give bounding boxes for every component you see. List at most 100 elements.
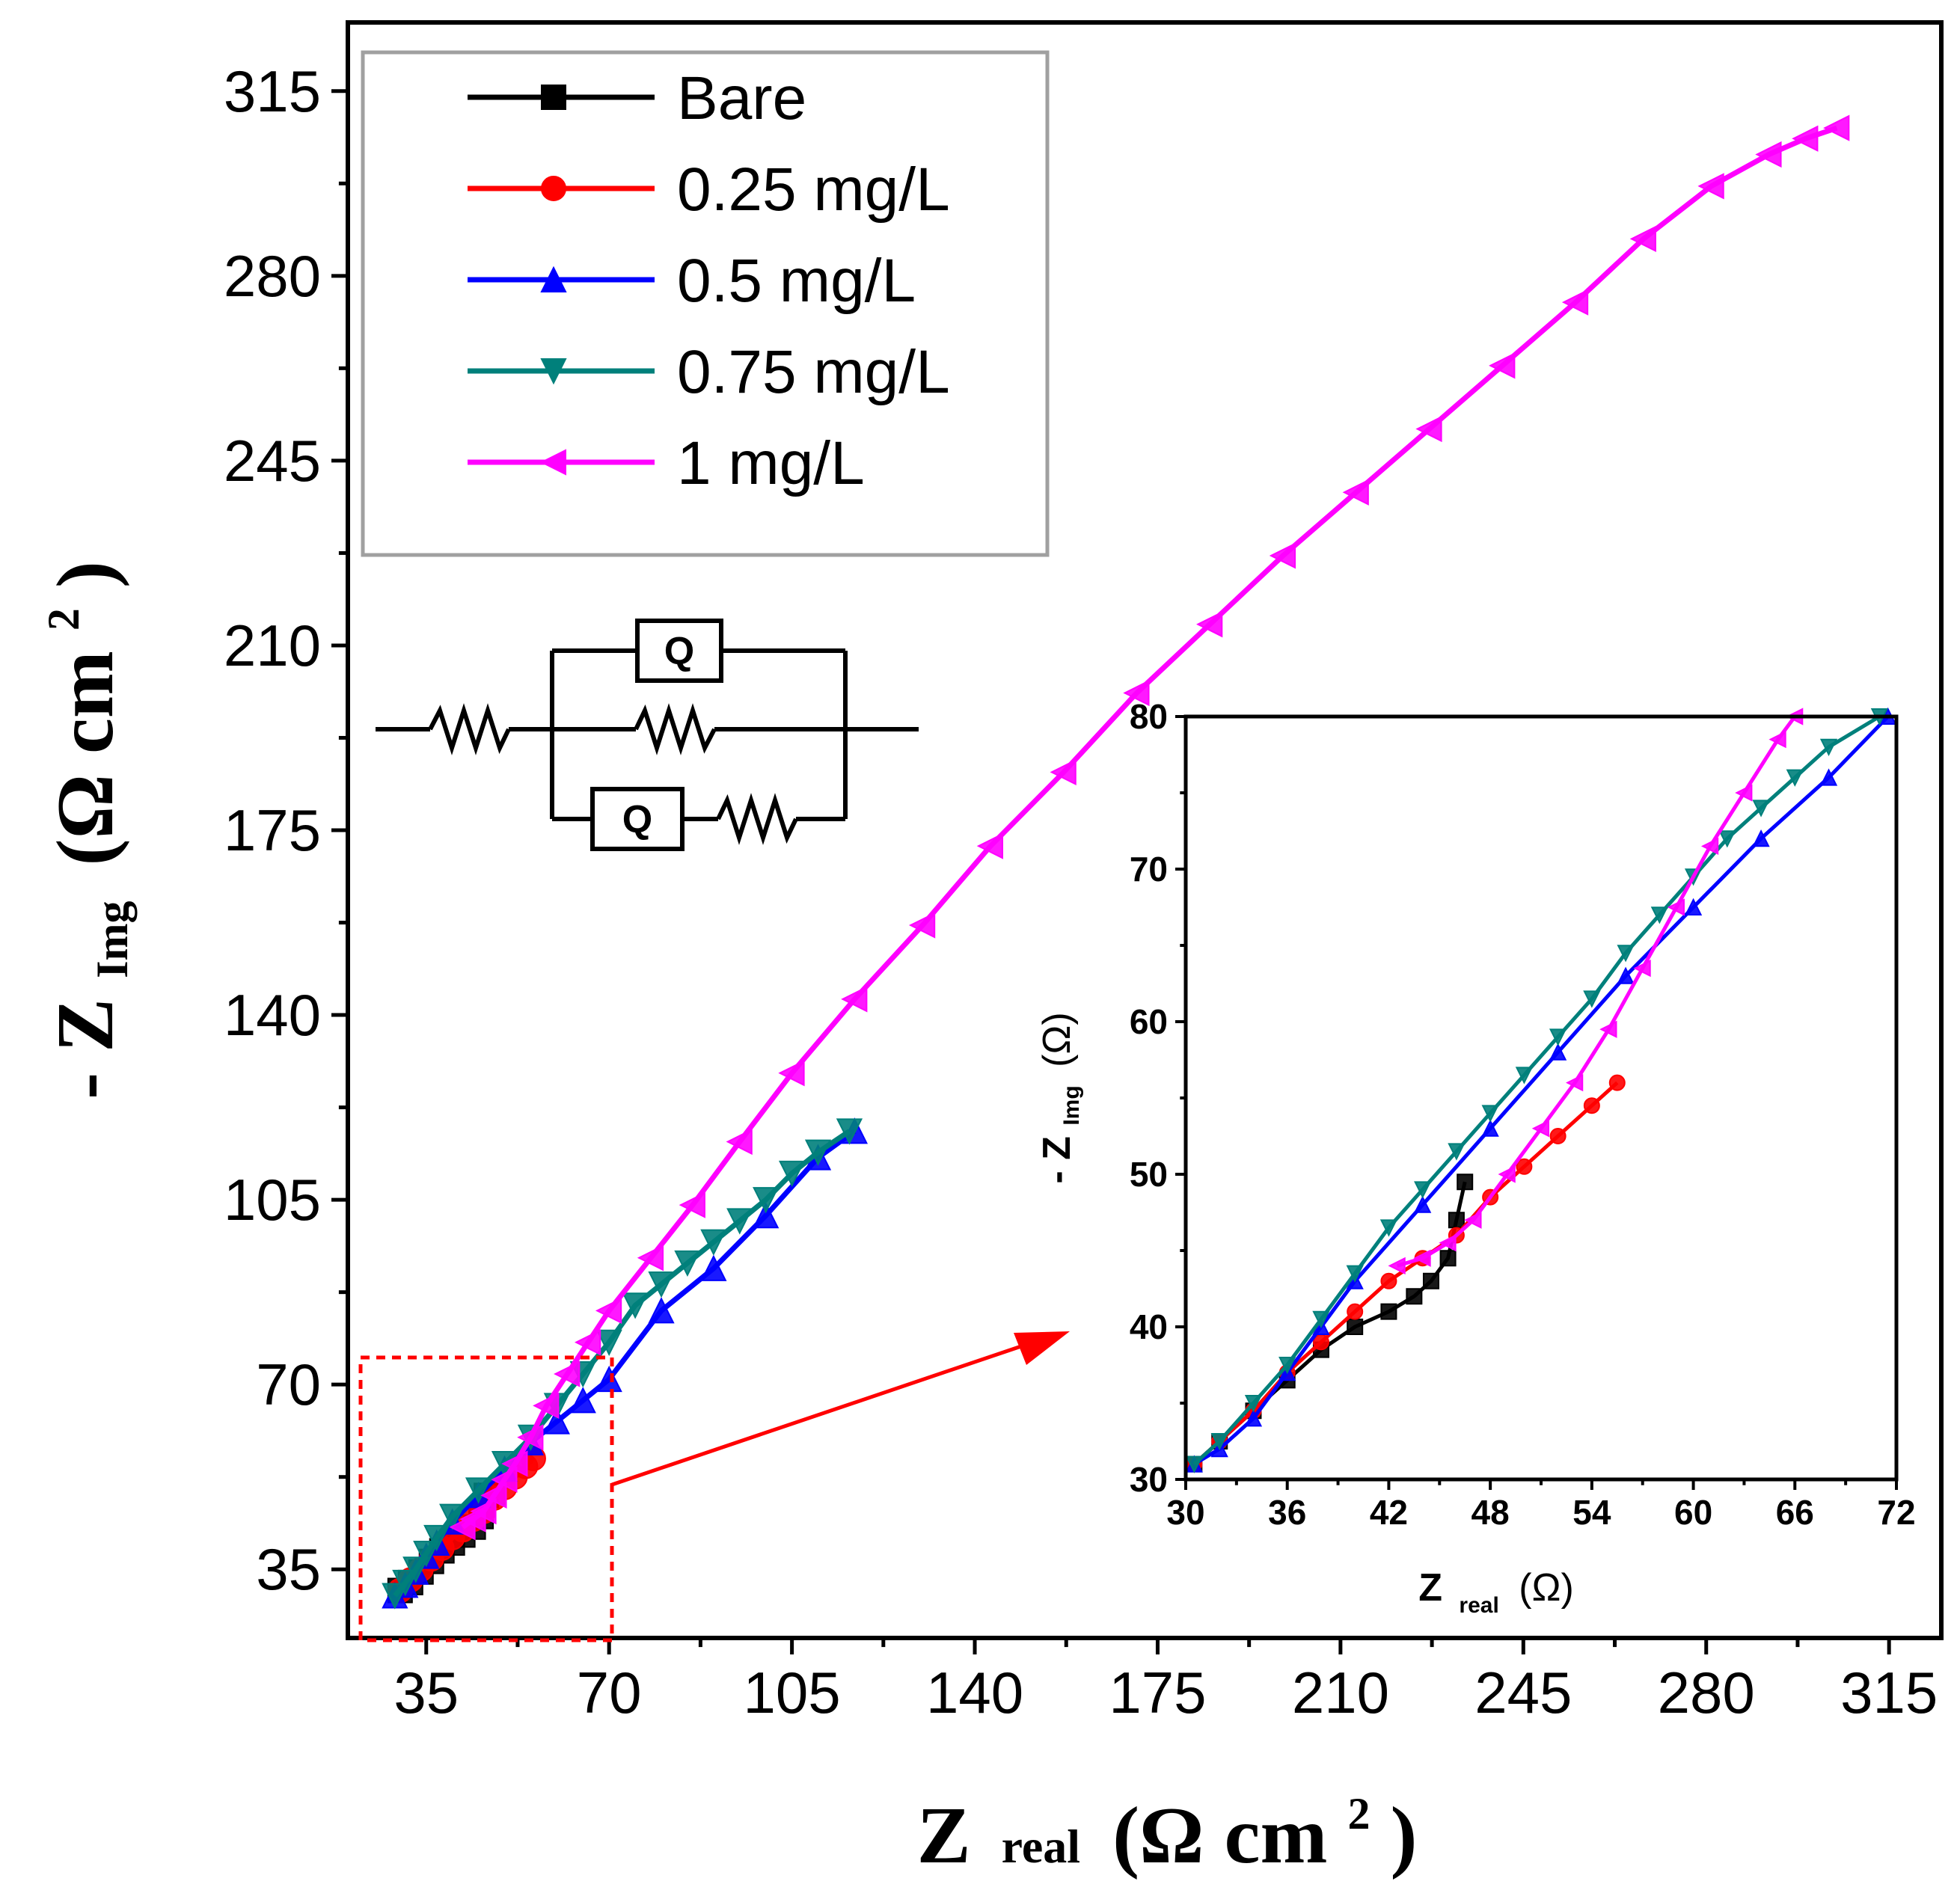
y-tick-label: 30 bbox=[1130, 1460, 1168, 1499]
data-point bbox=[1617, 966, 1635, 984]
data-point bbox=[726, 1208, 753, 1235]
data-point bbox=[1448, 1143, 1466, 1161]
data-point bbox=[1123, 679, 1150, 707]
data-point bbox=[1516, 1158, 1533, 1175]
legend-label: 1 mg/L bbox=[677, 429, 865, 497]
data-point bbox=[1489, 352, 1516, 379]
data-point bbox=[841, 986, 868, 1013]
main-y-title-prefix: - Z bbox=[41, 998, 130, 1099]
data-point bbox=[1629, 225, 1656, 253]
data-point bbox=[501, 1450, 528, 1477]
y-tick-label: 210 bbox=[224, 613, 321, 678]
circuit-resistor-series bbox=[428, 703, 511, 755]
inset-plot: 30 36 42 48 54 60 66 72 30 40 50 60 70 80 - Z Img (Ω)… bbox=[1035, 697, 1916, 1622]
data-point bbox=[679, 1191, 705, 1218]
data-point bbox=[1422, 1272, 1439, 1289]
data-point bbox=[1792, 125, 1819, 152]
main-x-title-unit: (Ω cm bbox=[1112, 1791, 1327, 1880]
y-tick-label: 60 bbox=[1130, 1002, 1168, 1041]
main-y-title: - Z Img (Ω cm 2 ) bbox=[7, 561, 145, 1099]
data-point bbox=[569, 1387, 596, 1414]
data-point bbox=[1566, 1073, 1584, 1092]
inset-y-title-sub: Img bbox=[1059, 1085, 1084, 1125]
x-tick-label: 36 bbox=[1268, 1493, 1306, 1532]
main-x-title-sup: 2 bbox=[1347, 1789, 1370, 1838]
y-tick-label: 105 bbox=[224, 1167, 321, 1233]
legend-marker bbox=[540, 176, 567, 201]
data-point bbox=[1347, 1303, 1364, 1320]
data-point bbox=[1312, 1334, 1329, 1351]
data-point bbox=[595, 1329, 622, 1356]
x-tick-label: 70 bbox=[577, 1660, 642, 1725]
data-point bbox=[575, 1329, 601, 1356]
data-point bbox=[392, 1569, 419, 1597]
legend-marker bbox=[540, 358, 567, 385]
data-point bbox=[1667, 898, 1685, 916]
data-point bbox=[1608, 1074, 1626, 1091]
legend-item-0-5-mg-l: 0.5 mg/L bbox=[468, 247, 916, 315]
data-point bbox=[1617, 945, 1635, 963]
x-tick-label: 54 bbox=[1572, 1493, 1611, 1532]
data-point bbox=[726, 1128, 753, 1156]
data-point bbox=[595, 1365, 622, 1393]
series-1-mg-l bbox=[449, 114, 1850, 1541]
data-point bbox=[1196, 611, 1223, 638]
inset-x-title: Z real (Ω) bbox=[1418, 1566, 1574, 1622]
legend-box bbox=[361, 50, 1050, 557]
data-point bbox=[1768, 730, 1786, 749]
data-point bbox=[778, 1160, 806, 1188]
data-point bbox=[1531, 1120, 1549, 1138]
x-tick-label: 315 bbox=[1840, 1660, 1938, 1725]
data-point bbox=[1244, 1395, 1263, 1413]
data-point bbox=[674, 1250, 701, 1277]
x-tick-label: 72 bbox=[1877, 1493, 1915, 1532]
data-point bbox=[1269, 542, 1296, 569]
data-point bbox=[648, 1297, 675, 1324]
x-tick-label: 66 bbox=[1776, 1493, 1814, 1532]
data-point bbox=[1786, 769, 1804, 787]
data-point bbox=[1823, 114, 1850, 141]
data-point bbox=[491, 1466, 518, 1493]
data-point bbox=[533, 1392, 560, 1420]
data-point bbox=[804, 1139, 832, 1166]
y-tick-label: 175 bbox=[224, 797, 321, 863]
data-point bbox=[1346, 1265, 1364, 1283]
data-point bbox=[470, 1497, 497, 1525]
data-point bbox=[517, 1424, 544, 1451]
x-tick-label: 210 bbox=[1292, 1660, 1389, 1725]
data-point bbox=[423, 1524, 450, 1552]
inset-y-title-unit: (Ω) bbox=[1035, 1012, 1079, 1067]
data-point bbox=[1278, 1357, 1296, 1375]
y-tick-label: 315 bbox=[224, 58, 321, 124]
x-tick-label: 42 bbox=[1370, 1493, 1408, 1532]
zoom-region-box bbox=[358, 1355, 614, 1642]
data-point bbox=[1752, 800, 1770, 817]
main-x-title-sub: real bbox=[1002, 1820, 1080, 1873]
data-point bbox=[1515, 1067, 1533, 1085]
inset-axes: 30 36 42 48 54 60 66 72 30 40 50 60 70 80 bbox=[1130, 697, 1916, 1532]
x-tick-label: 35 bbox=[393, 1660, 459, 1725]
main-x-title: Z real (Ω cm 2 ) bbox=[917, 1758, 1418, 1880]
data-point bbox=[1697, 173, 1724, 200]
data-point bbox=[1379, 1219, 1398, 1237]
legend: Bare 0.25 mg/L 0.5 mg/L 0.75 mg/L 1 mg/L bbox=[361, 50, 1050, 557]
legend-label: 0.5 mg/L bbox=[677, 247, 916, 315]
data-point bbox=[1633, 959, 1651, 978]
data-point bbox=[439, 1503, 466, 1530]
data-point bbox=[622, 1292, 649, 1319]
y-tick-label: 70 bbox=[256, 1352, 321, 1417]
data-point bbox=[543, 1408, 570, 1435]
main-y-title-close: ) bbox=[41, 561, 130, 588]
data-point bbox=[1312, 1310, 1330, 1329]
inset-x-title-sub: real bbox=[1459, 1593, 1498, 1618]
main-x-title-main: Z bbox=[917, 1791, 971, 1880]
data-point bbox=[480, 1482, 507, 1509]
data-point bbox=[1414, 1181, 1432, 1199]
data-point bbox=[595, 1297, 622, 1324]
y-tick-label: 80 bbox=[1130, 697, 1168, 736]
data-point bbox=[976, 832, 1003, 859]
data-point bbox=[1549, 1043, 1567, 1061]
x-tick-label: 140 bbox=[926, 1660, 1023, 1725]
data-point bbox=[465, 1477, 492, 1504]
data-point bbox=[836, 1118, 863, 1145]
